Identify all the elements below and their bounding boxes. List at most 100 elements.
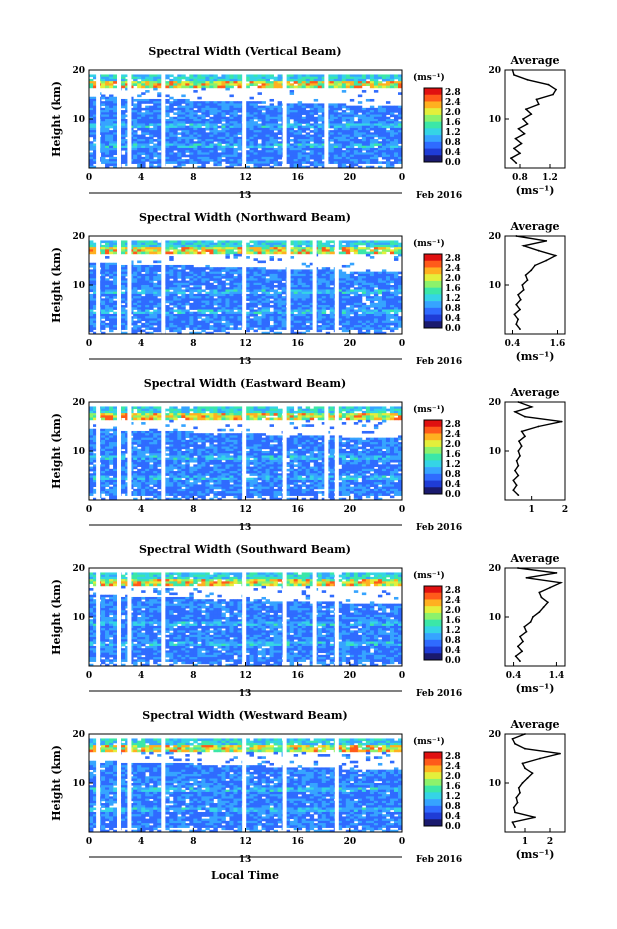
heatmap-cell — [153, 83, 158, 86]
heatmap-cell — [141, 289, 146, 293]
heatmap-cell — [133, 98, 138, 102]
heatmap-cell — [321, 139, 327, 142]
heatmap-cell — [389, 143, 395, 147]
heatmap-cell — [93, 313, 98, 317]
heatmap-cell — [137, 105, 142, 109]
heatmap-cell — [353, 289, 359, 293]
heatmap-cell — [389, 305, 395, 308]
heatmap-cell — [113, 264, 118, 268]
heatmap-cell — [365, 110, 371, 113]
heatmap-cell — [141, 309, 146, 313]
heatmap-cell — [141, 119, 146, 122]
heatmap-cell — [149, 307, 154, 310]
heatmap-cell — [189, 143, 194, 147]
heatmap-cell — [105, 136, 110, 140]
heatmap-cell — [217, 76, 222, 80]
heatmap-cell — [341, 282, 347, 286]
heatmap-cell — [277, 296, 283, 299]
heatmap-cell — [313, 98, 319, 102]
heatmap-cell — [349, 244, 355, 248]
heatmap-cell — [109, 298, 114, 301]
heatmap-cell — [205, 159, 210, 162]
heatmap-cell — [389, 139, 395, 142]
heatmap-cell — [193, 280, 198, 284]
heatmap-cell — [109, 141, 114, 144]
heatmap-cell — [341, 112, 347, 115]
heatmap-cell — [365, 318, 371, 322]
heatmap-cell — [149, 98, 154, 102]
heatmap-cell — [269, 121, 274, 124]
heatmap-cell — [293, 78, 299, 82]
heatmap-cell — [141, 92, 146, 95]
heatmap-cell — [369, 285, 375, 288]
heatmap-cell — [105, 285, 110, 288]
heatmap-cell — [285, 114, 291, 118]
heatmap-cell — [249, 81, 254, 84]
heatmap-cell — [269, 112, 274, 115]
heatmap-cell — [249, 103, 254, 107]
heatmap-cell — [329, 251, 335, 255]
heatmap-cell — [281, 291, 287, 295]
heatmap-cell — [89, 154, 94, 158]
heatmap-cell — [273, 293, 279, 297]
heatmap-cell — [201, 156, 206, 160]
heatmap-cell — [261, 305, 266, 308]
heatmap-cell — [309, 114, 315, 118]
heatmap-cell — [237, 282, 242, 286]
heatmap-cell — [225, 242, 230, 246]
heatmap-cell — [141, 101, 146, 104]
heatmap-cell — [213, 119, 218, 122]
heatmap-cell — [277, 322, 283, 326]
heatmap-cell — [137, 313, 142, 317]
heatmap-cell — [397, 249, 402, 252]
heatmap-cell — [397, 302, 402, 306]
heatmap-cell — [257, 110, 262, 113]
heatmap-cell — [301, 302, 307, 306]
heatmap-cell — [193, 287, 198, 290]
heatmap-cell — [377, 125, 383, 129]
heatmap-cell — [269, 165, 274, 168]
heatmap-cell — [393, 143, 399, 147]
heatmap-cell — [229, 145, 234, 149]
heatmap-cell — [313, 125, 319, 129]
heatmap-cell — [89, 276, 94, 279]
heatmap-cell — [213, 318, 218, 322]
heatmap-cell — [285, 121, 291, 124]
heatmap-cell — [329, 293, 335, 297]
heatmap-cell — [265, 305, 270, 308]
heatmap-cell — [301, 307, 307, 310]
heatmap-cell — [337, 302, 343, 306]
heatmap-cell — [345, 293, 351, 297]
heatmap-cell — [281, 287, 287, 290]
heatmap-cell — [317, 271, 323, 275]
heatmap-cell — [109, 269, 114, 273]
heatmap-cell — [201, 296, 206, 299]
heatmap-cell — [205, 127, 210, 131]
heatmap-cell — [361, 249, 367, 252]
heatmap-cell — [133, 280, 138, 284]
heatmap-cell — [297, 240, 303, 244]
heatmap-cell — [273, 123, 279, 127]
heatmap-cell — [261, 132, 266, 135]
heatmap-cell — [173, 116, 178, 120]
heatmap-cell — [293, 132, 299, 135]
heatmap-cell — [157, 273, 162, 277]
heatmap-cell — [153, 282, 158, 286]
heatmap-cell — [89, 244, 94, 248]
heatmap-cell — [253, 78, 258, 82]
heatmap-cell — [105, 291, 110, 295]
heatmap-cell — [297, 116, 303, 120]
heatmap-cell — [193, 285, 198, 288]
heatmap-cell — [177, 318, 182, 322]
heatmap-cell — [337, 136, 343, 140]
heatmap-cell — [365, 152, 371, 156]
heatmap-cell — [217, 159, 222, 162]
heatmap-cell — [349, 242, 355, 246]
heatmap-cell — [245, 322, 250, 326]
heatmap-cell — [397, 271, 402, 275]
heatmap-cell — [337, 240, 343, 244]
heatmap-cell — [269, 305, 274, 308]
heatmap-cell — [137, 110, 142, 113]
heatmap-cell — [145, 112, 150, 115]
heatmap-cell — [121, 249, 126, 252]
